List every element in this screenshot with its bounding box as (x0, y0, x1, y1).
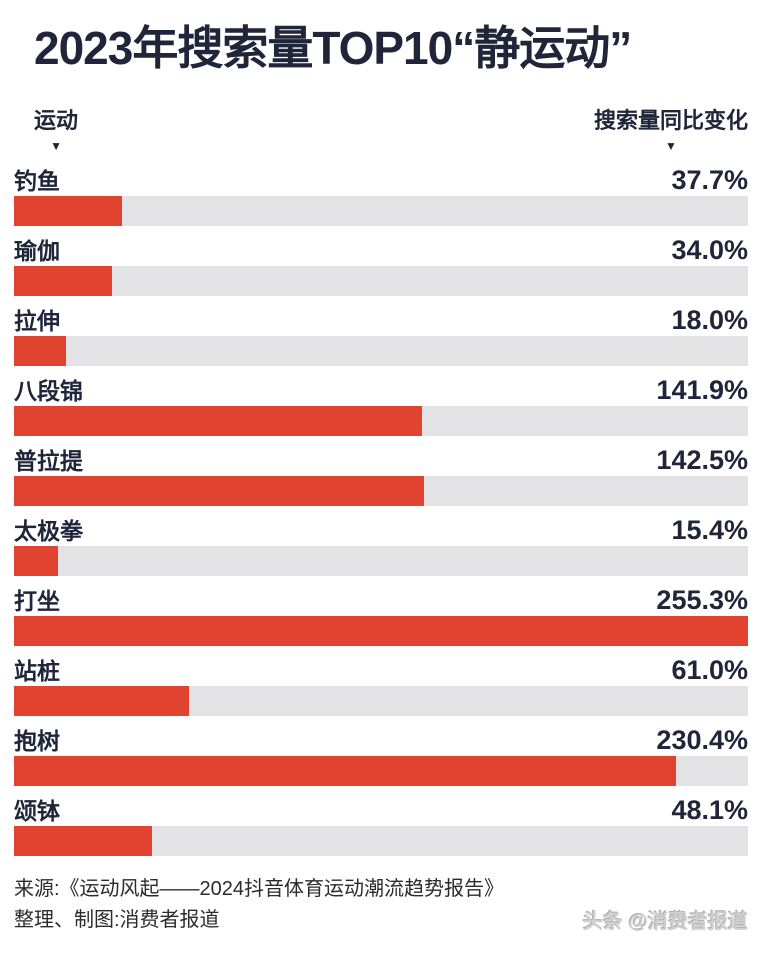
value-label: 141.9% (656, 374, 748, 405)
bar-fill (14, 755, 677, 786)
bar-fill (14, 685, 190, 716)
bar-track (14, 475, 748, 506)
bar-track (14, 405, 748, 436)
footer-text: 来源:《运动风起——2024抖音体育运动潮流趋势报告》 整理、制图:消费者报道 (14, 874, 504, 936)
bar-fill (14, 265, 112, 296)
toutiao-watermark: 头条 @消费者报道 (582, 910, 748, 933)
table-row: 拉伸 18.0% (14, 302, 748, 366)
bar-track (14, 825, 748, 856)
value-label: 61.0% (671, 654, 748, 685)
column-headers: 运动 ▼ 搜索量同比变化 ▼ (14, 103, 748, 152)
bar-track (14, 335, 748, 366)
sport-label: 八段锦 (14, 377, 83, 404)
row-header: 站桩 61.0% (14, 652, 748, 685)
bar-chart: 钓鱼 37.7% 瑜伽 34.0% 拉伸 18.0% (14, 162, 748, 862)
sport-label: 钓鱼 (14, 167, 60, 194)
table-row: 八段锦 141.9% (14, 372, 748, 436)
bar-fill (14, 825, 153, 856)
table-row: 抱树 230.4% (14, 722, 748, 786)
bar-track (14, 265, 748, 296)
value-label: 18.0% (671, 304, 748, 335)
bar-track (14, 685, 748, 716)
page-title: 2023年搜索量TOP10“静运动” (34, 22, 632, 74)
row-header: 太极拳 15.4% (14, 512, 748, 545)
sport-label: 站桩 (14, 657, 60, 684)
footer: 来源:《运动风起——2024抖音体育运动潮流趋势报告》 整理、制图:消费者报道 … (14, 874, 748, 936)
sport-label: 打坐 (14, 587, 60, 614)
table-row: 钓鱼 37.7% (14, 162, 748, 226)
value-label: 34.0% (671, 234, 748, 265)
row-header: 瑜伽 34.0% (14, 232, 748, 265)
bar-track (14, 755, 748, 786)
credit-text: 整理、制图:消费者报道 (14, 908, 220, 931)
bar-track (14, 615, 748, 646)
triangle-down-icon: ▼ (50, 138, 62, 153)
row-header: 普拉提 142.5% (14, 442, 748, 475)
sport-label: 抱树 (14, 727, 60, 754)
bar-track (14, 195, 748, 226)
row-header: 拉伸 18.0% (14, 302, 748, 335)
sport-label: 颂钵 (14, 797, 60, 824)
sport-label: 瑜伽 (14, 237, 60, 264)
row-header: 八段锦 141.9% (14, 372, 748, 405)
table-row: 打坐 255.3% (14, 582, 748, 646)
table-row: 站桩 61.0% (14, 652, 748, 716)
row-header: 打坐 255.3% (14, 582, 748, 615)
change-column-label: 搜索量同比变化 (593, 107, 748, 133)
row-header: 钓鱼 37.7% (14, 162, 748, 195)
table-row: 太极拳 15.4% (14, 512, 748, 576)
bar-fill (14, 615, 748, 646)
bar-track (14, 545, 748, 576)
bar-fill (14, 405, 422, 436)
bar-fill (14, 475, 424, 506)
value-label: 48.1% (671, 794, 748, 825)
table-row: 颂钵 48.1% (14, 792, 748, 856)
source-text: 来源:《运动风起——2024抖音体育运动潮流趋势报告》 (14, 877, 505, 900)
sport-column-label: 运动 (34, 107, 79, 133)
column-header-sport: 运动 ▼ (34, 103, 78, 152)
triangle-down-icon: ▼ (665, 138, 677, 153)
sport-label: 太极拳 (14, 517, 83, 544)
bar-fill (14, 335, 66, 366)
value-label: 230.4% (656, 724, 748, 755)
column-header-change: 搜索量同比变化 ▼ (594, 103, 748, 152)
row-header: 抱树 230.4% (14, 722, 748, 755)
bar-fill (14, 545, 59, 576)
sport-label: 普拉提 (14, 447, 83, 474)
sport-label: 拉伸 (14, 307, 60, 334)
table-row: 瑜伽 34.0% (14, 232, 748, 296)
value-label: 255.3% (656, 584, 748, 615)
value-label: 37.7% (671, 164, 748, 195)
value-label: 15.4% (671, 514, 748, 545)
bar-fill (14, 195, 123, 226)
table-row: 普拉提 142.5% (14, 442, 748, 506)
row-header: 颂钵 48.1% (14, 792, 748, 825)
value-label: 142.5% (656, 444, 748, 475)
